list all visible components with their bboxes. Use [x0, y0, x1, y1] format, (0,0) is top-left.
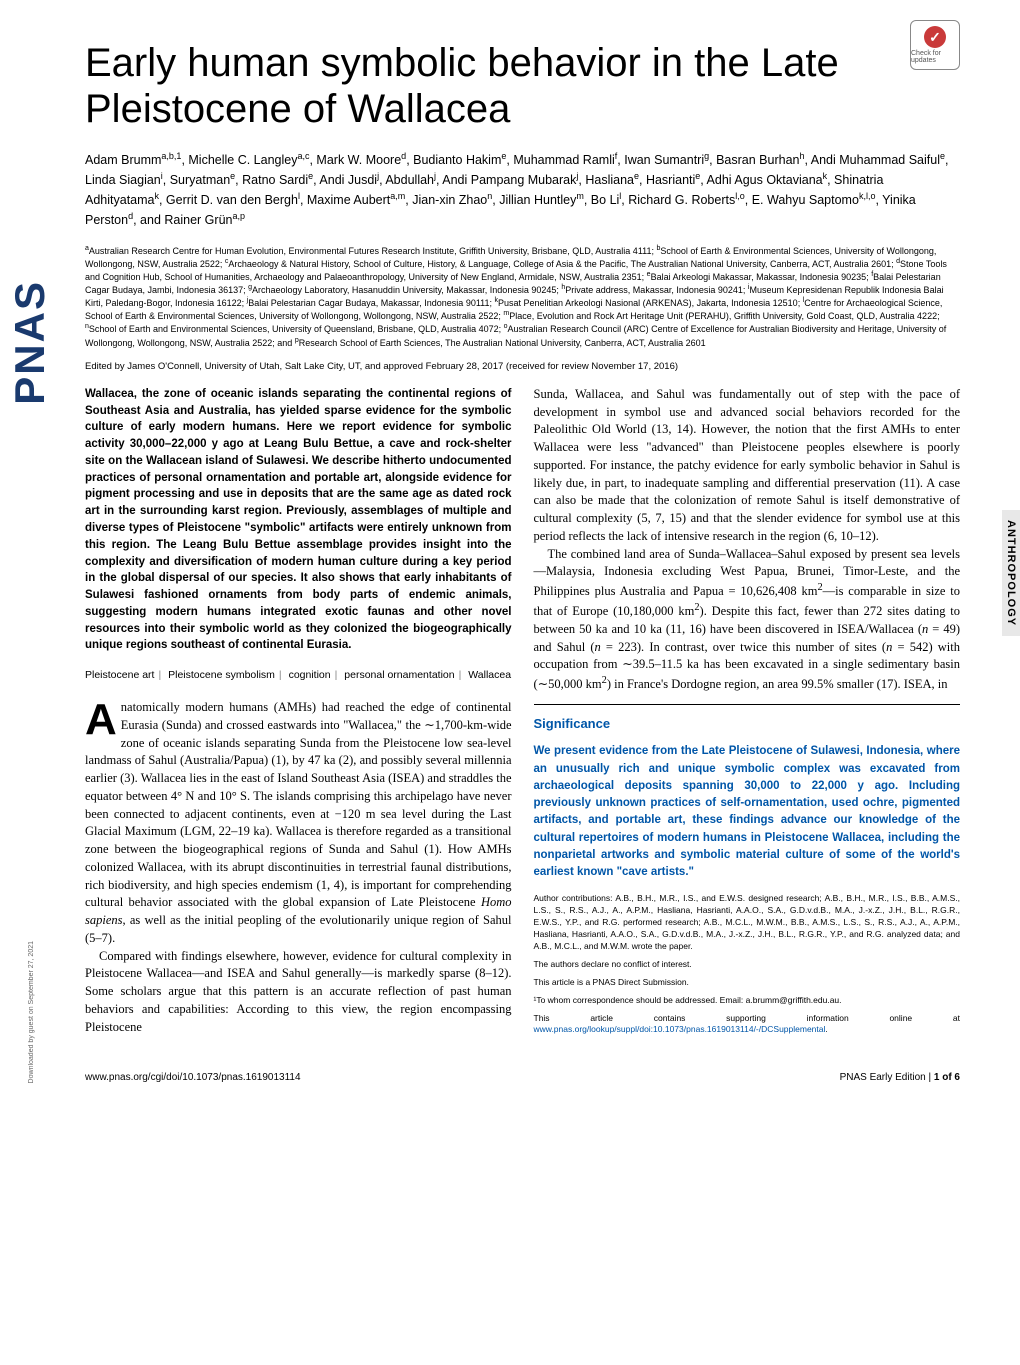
author-contributions: Author contributions: A.B., B.H., M.R., …	[534, 893, 961, 952]
keywords: Pleistocene art| Pleistocene symbolism| …	[85, 668, 512, 683]
supporting-link[interactable]: www.pnas.org/lookup/suppl/doi:10.1073/pn…	[534, 1024, 826, 1034]
download-note: Downloaded by guest on September 27, 202…	[28, 941, 35, 1083]
body-paragraph: The combined land area of Sunda–Wallacea…	[534, 546, 961, 694]
checkmark-icon: ✓	[924, 26, 946, 48]
body-paragraph: A natomically modern humans (AMHs) had r…	[85, 699, 512, 948]
affiliations: aAustralian Research Centre for Human Ev…	[85, 244, 960, 349]
significance-heading: Significance	[534, 715, 961, 733]
paragraph-text: natomically modern humans (AMHs) had rea…	[85, 700, 512, 945]
body-paragraph: Sunda, Wallacea, and Sahul was fundament…	[534, 386, 961, 546]
supporting-info: This article contains supporting informa…	[534, 1013, 961, 1037]
column-left: Wallacea, the zone of oceanic islands se…	[85, 386, 512, 1043]
article-title: Early human symbolic behavior in the Lat…	[85, 40, 960, 132]
author-list: Adam Brumma,b,1, Michelle C. Langleya,c,…	[85, 150, 960, 230]
keyword: cognition	[289, 669, 331, 681]
footer-doi: www.pnas.org/cgi/doi/10.1073/pnas.161901…	[85, 1072, 301, 1083]
abstract: Wallacea, the zone of oceanic islands se…	[85, 386, 512, 655]
article-meta: Author contributions: A.B., B.H., M.R., …	[534, 893, 961, 1036]
significance-text: We present evidence from the Late Pleist…	[534, 743, 961, 881]
significance-box: Significance We present evidence from th…	[534, 704, 961, 881]
pnas-logo: PNAS	[6, 280, 54, 405]
page: PNAS ✓ Check for updates ANTHROPOLOGY Do…	[0, 0, 1020, 1123]
footer-page-number: PNAS Early Edition | 1 of 6	[840, 1072, 960, 1083]
column-right: Sunda, Wallacea, and Sahul was fundament…	[534, 386, 961, 1043]
keyword: personal ornamentation	[344, 669, 454, 681]
body-paragraph: Compared with findings elsewhere, howeve…	[85, 948, 512, 1037]
check-updates-button[interactable]: ✓ Check for updates	[910, 20, 960, 70]
page-footer: www.pnas.org/cgi/doi/10.1073/pnas.161901…	[85, 1066, 960, 1083]
conflict-statement: The authors declare no conflict of inter…	[534, 959, 961, 971]
section-tab: ANTHROPOLOGY	[1002, 510, 1020, 636]
keyword: Pleistocene symbolism	[168, 669, 275, 681]
submission-type: This article is a PNAS Direct Submission…	[534, 977, 961, 989]
edited-by: Edited by James O'Connell, University of…	[85, 361, 960, 372]
dropcap: A	[85, 699, 121, 738]
corresponding-author: ¹To whom correspondence should be addres…	[534, 995, 961, 1007]
keyword: Wallacea	[468, 669, 511, 681]
keyword: Pleistocene art	[85, 669, 154, 681]
two-column-body: Wallacea, the zone of oceanic islands se…	[85, 386, 960, 1043]
check-updates-label: Check for updates	[911, 50, 959, 64]
